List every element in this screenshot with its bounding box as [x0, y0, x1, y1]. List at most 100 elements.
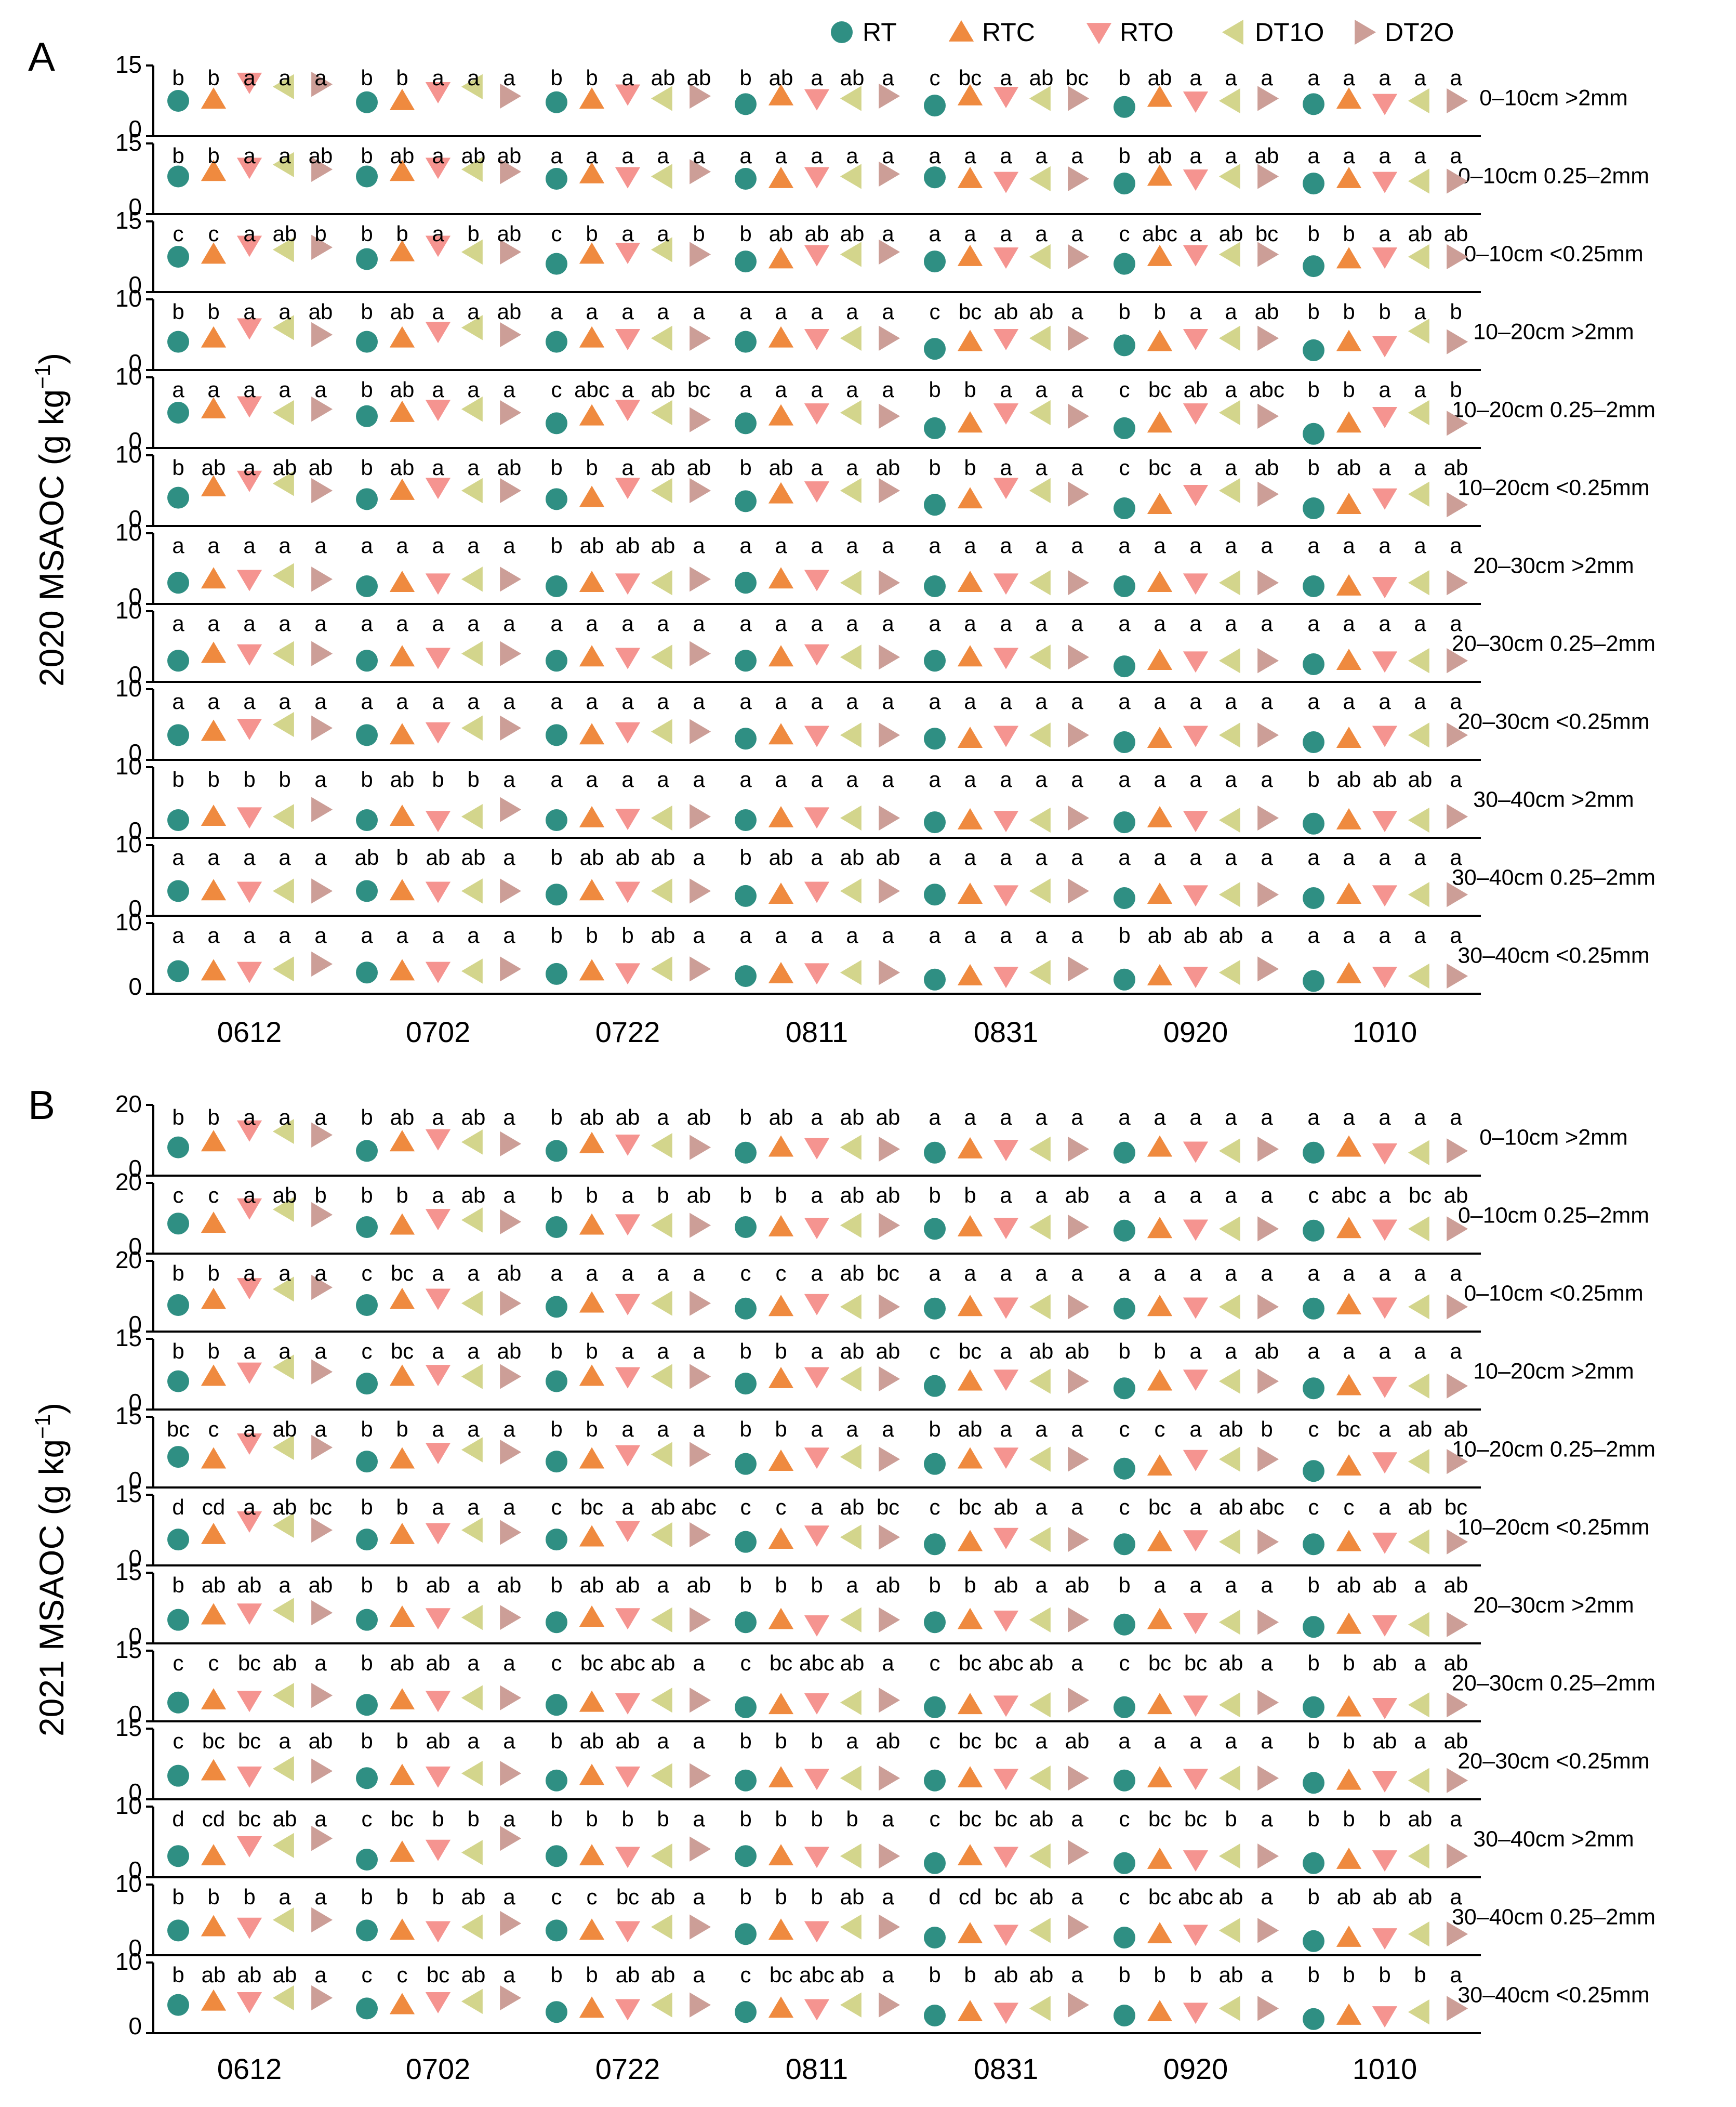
- significance-letter: a: [1261, 1729, 1273, 1753]
- significance-letter: a: [207, 689, 220, 714]
- data-point-dt1o: [651, 956, 672, 982]
- data-point-rt: [546, 724, 567, 746]
- significance-letter: b: [396, 1885, 408, 1909]
- data-point-rto: [1372, 172, 1398, 193]
- significance-letter: bc: [580, 1651, 603, 1675]
- significance-letter: b: [172, 1573, 184, 1597]
- significance-letter: a: [929, 1261, 941, 1285]
- data-point-rto: [425, 157, 451, 179]
- data-point-rt: [356, 880, 378, 902]
- significance-letter: abc: [1249, 377, 1284, 402]
- significance-letter: a: [1035, 143, 1048, 168]
- data-point-dt1o: [1218, 1610, 1240, 1635]
- data-point-rt: [1114, 1696, 1135, 1718]
- data-point-dt1o: [1029, 570, 1051, 596]
- data-point-dt1o: [272, 471, 294, 496]
- significance-letter: b: [964, 1183, 976, 1207]
- significance-letter: c: [551, 1885, 562, 1909]
- data-point-dt2o: [500, 1604, 522, 1630]
- significance-letter: c: [1308, 1183, 1319, 1207]
- significance-letter: b: [775, 1573, 787, 1597]
- significance-letter: a: [586, 611, 598, 636]
- significance-letter: a: [1000, 1417, 1012, 1441]
- significance-letter: abc: [799, 1963, 834, 1987]
- data-point-rtc: [957, 1295, 983, 1316]
- data-point-dt2o: [1068, 1446, 1090, 1472]
- row-label: 30–40cm 0.25–2mm: [1452, 865, 1655, 890]
- significance-letter: a: [811, 1183, 823, 1207]
- significance-letter: b: [1343, 221, 1355, 246]
- data-point-rt: [1114, 1927, 1135, 1948]
- significance-letter: c: [1119, 1495, 1130, 1519]
- data-point-dt2o: [500, 641, 522, 666]
- significance-letter: a: [1379, 455, 1391, 480]
- significance-letter: b: [467, 767, 479, 792]
- significance-letter: a: [1154, 1261, 1166, 1285]
- data-point-rt: [735, 1373, 757, 1395]
- x-tick-label: 0920: [1163, 2052, 1228, 2085]
- y-tick-label: 0: [128, 895, 142, 922]
- significance-letter: a: [1450, 611, 1462, 636]
- data-point-rtc: [201, 1915, 227, 1937]
- significance-letter: b: [1189, 1963, 1201, 1987]
- significance-letter: b: [739, 1417, 751, 1441]
- significance-letter: b: [811, 1729, 823, 1753]
- significance-letter: a: [693, 1885, 705, 1909]
- data-point-dt1o: [1218, 400, 1240, 426]
- data-point-dt2o: [1447, 1996, 1468, 2021]
- significance-letter: a: [1118, 1729, 1131, 1753]
- significance-letter: bc: [309, 1495, 332, 1519]
- significance-letter: b: [586, 1183, 598, 1207]
- data-point-dt2o: [879, 878, 900, 904]
- significance-letter: b: [586, 1417, 598, 1441]
- significance-letter: a: [503, 1183, 515, 1207]
- significance-letter: a: [503, 1651, 515, 1675]
- significance-letter: b: [1307, 1573, 1319, 1597]
- data-point-rto: [1372, 1376, 1398, 1398]
- data-point-rto: [236, 1917, 262, 1939]
- significance-letter: bc: [391, 1807, 414, 1831]
- significance-letter: a: [811, 845, 823, 870]
- significance-letter: ab: [1408, 767, 1433, 792]
- significance-letter: a: [1154, 1729, 1166, 1753]
- data-point-dt1o: [1218, 1446, 1240, 1472]
- significance-letter: a: [775, 533, 787, 558]
- data-point-rtc: [389, 1213, 415, 1235]
- data-point-rt: [924, 166, 946, 189]
- data-point-rt: [924, 1769, 946, 1792]
- data-point-rt: [1114, 96, 1135, 118]
- data-point-dt1o: [1029, 1446, 1051, 1472]
- row-label: 20–30cm >2mm: [1473, 1593, 1634, 1618]
- significance-letter: a: [503, 1729, 515, 1753]
- significance-letter: b: [1307, 1729, 1319, 1753]
- data-point-rto: [1372, 726, 1398, 747]
- triangle-right-icon: [1355, 19, 1376, 45]
- data-point-dt1o: [1029, 644, 1051, 670]
- panel-letter: B: [28, 1082, 55, 1128]
- data-point-rtc: [768, 1608, 794, 1629]
- data-point-dt2o: [500, 1985, 522, 2011]
- significance-letter: a: [1000, 1261, 1012, 1285]
- significance-letter: a: [1261, 1651, 1273, 1675]
- y-tick-label: 10: [115, 441, 142, 468]
- y-tick-label: 10: [115, 753, 142, 780]
- data-point-dt1o: [1408, 481, 1429, 507]
- significance-letter: a: [1118, 1105, 1131, 1129]
- data-point-rtc: [768, 645, 794, 667]
- significance-letter: a: [1071, 923, 1083, 947]
- significance-letter: a: [503, 767, 515, 792]
- data-point-rto: [1183, 2003, 1209, 2024]
- significance-letter: a: [432, 377, 444, 402]
- significance-letter: a: [1225, 845, 1237, 870]
- data-point-rto: [1183, 328, 1209, 350]
- data-point-rto: [236, 962, 262, 983]
- data-point-dt1o: [461, 1604, 483, 1630]
- significance-letter: a: [1414, 377, 1426, 402]
- data-point-dt2o: [1068, 481, 1090, 507]
- significance-letter: a: [432, 299, 444, 324]
- significance-letter: a: [1414, 65, 1426, 90]
